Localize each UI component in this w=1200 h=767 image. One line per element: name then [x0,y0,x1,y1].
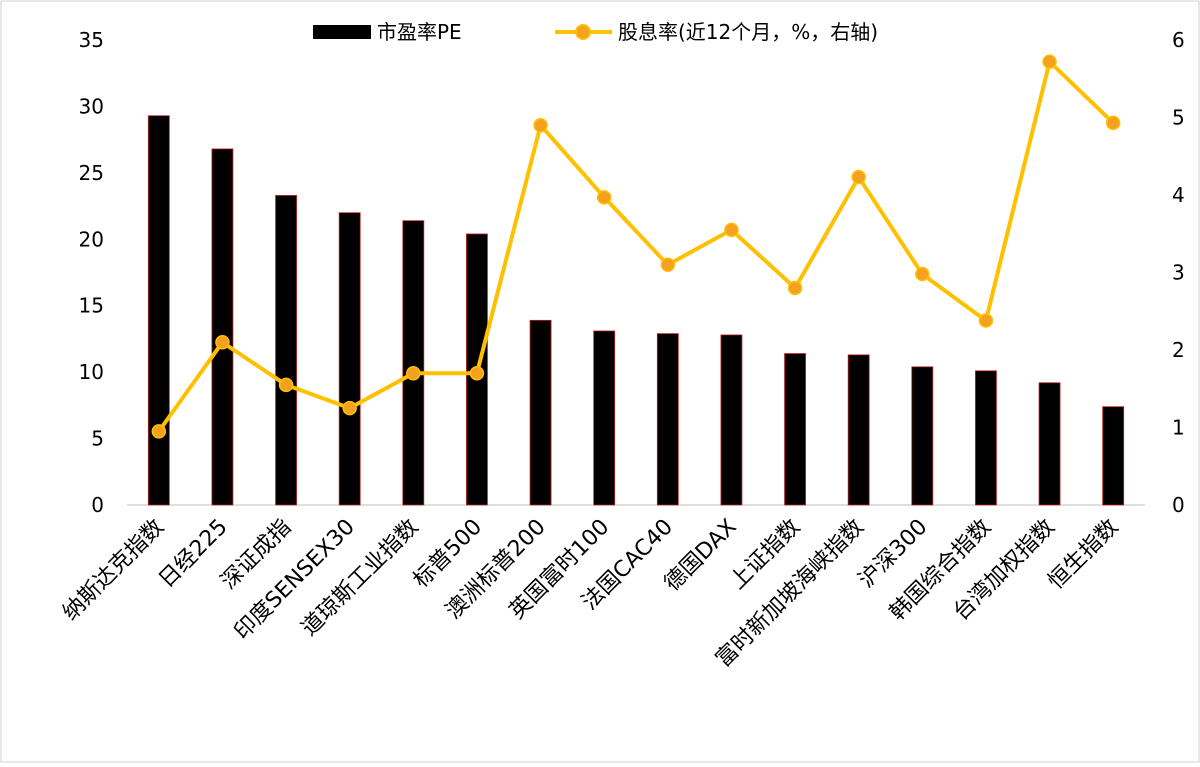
pe-bar [211,148,234,506]
left-axis-tick-label: 5 [91,427,104,451]
dividend-yield-point [406,366,421,381]
dividend-yield-point [787,280,803,296]
pe-bar [593,330,616,506]
dividend-yield-point [724,222,739,238]
pe-bar [402,220,425,506]
pe-bar [1038,382,1061,506]
legend-bar-swatch [313,25,371,39]
right-axis-tick-label: 4 [1172,183,1185,207]
legend-line-label: 股息率(近12个月，%，右轴) [618,20,878,44]
left-y-axis: 0 5 10 15 20 25 30 35 [79,28,104,517]
pe-bar [784,353,806,506]
dividend-yield-point [533,118,548,133]
pe-bar [275,195,297,506]
bar-series [147,115,1125,506]
dividend-yield-point [851,169,866,185]
dividend-yield-line [157,59,1115,433]
pe-bar [911,366,934,506]
left-axis-tick-label: 15 [79,294,104,318]
dividend-yield-point [596,190,612,205]
right-axis-tick-label: 3 [1172,261,1185,285]
line-series [151,54,1121,439]
dividend-yield-point [342,400,357,416]
pe-bar [147,115,170,506]
dividend-yield-point [660,257,676,272]
dividend-yield-point [1105,115,1121,131]
dividend-yield-point [278,377,294,393]
right-axis-tick-label: 0 [1172,493,1185,517]
legend-line-marker [575,24,591,40]
dividend-yield-point [915,266,930,282]
pe-bar [529,319,552,506]
legend-bar-label: 市盈率PE [377,20,462,44]
pe-bar [338,212,361,506]
left-axis-tick-label: 30 [79,94,104,118]
right-y-axis: 0 1 2 3 4 5 6 [1172,28,1185,517]
right-axis-tick-label: 6 [1172,28,1185,52]
left-axis-tick-label: 10 [79,360,104,384]
left-axis-tick-label: 25 [79,161,104,185]
right-axis-tick-label: 2 [1172,338,1185,362]
dividend-yield-point [151,424,167,439]
legend: 市盈率PE 股息率(近12个月，%，右轴) [313,20,878,44]
left-axis-tick-label: 20 [79,227,104,251]
left-axis-tick-label: 35 [79,28,104,52]
pe-bar [656,333,679,506]
left-axis-tick-label: 0 [91,493,104,517]
dividend-yield-point [1042,54,1057,69]
pe-bar [975,370,997,506]
dividend-yield-point [978,313,994,328]
right-axis-tick-label: 1 [1172,416,1185,440]
pe-bar [847,354,870,506]
right-axis-tick-label: 5 [1172,106,1185,130]
pe-bar [720,334,743,506]
dividend-yield-point [469,366,485,381]
dividend-yield-point [215,335,230,350]
pe-bar [1102,406,1125,506]
